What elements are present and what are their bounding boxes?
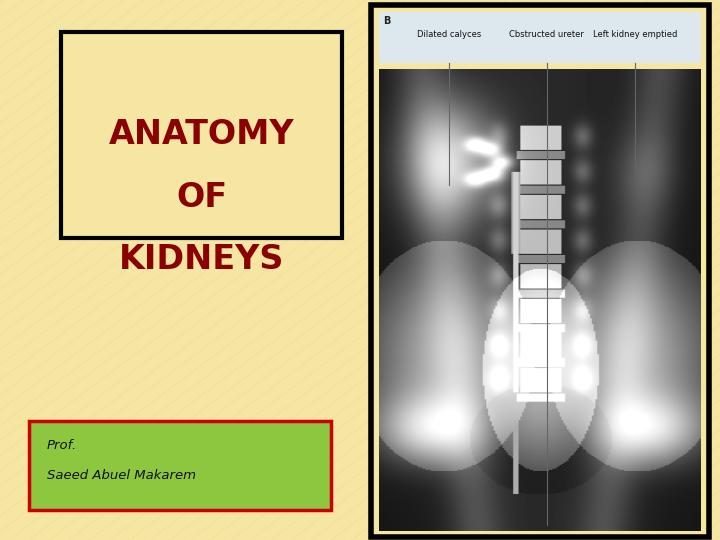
Text: Cbstructed ureter: Cbstructed ureter <box>509 30 584 39</box>
Text: Left kidney emptied: Left kidney emptied <box>593 30 677 39</box>
Text: KIDNEYS: KIDNEYS <box>119 242 284 276</box>
FancyBboxPatch shape <box>61 32 342 238</box>
FancyBboxPatch shape <box>379 12 701 63</box>
FancyBboxPatch shape <box>29 421 331 510</box>
Text: Prof.: Prof. <box>47 438 77 452</box>
Text: B: B <box>383 16 390 26</box>
Text: Dilated calyces: Dilated calyces <box>416 30 481 39</box>
FancyBboxPatch shape <box>371 5 709 537</box>
Text: OF: OF <box>176 180 228 214</box>
Text: Saeed Abuel Makarem: Saeed Abuel Makarem <box>47 469 196 482</box>
Text: ANATOMY: ANATOMY <box>109 118 294 152</box>
